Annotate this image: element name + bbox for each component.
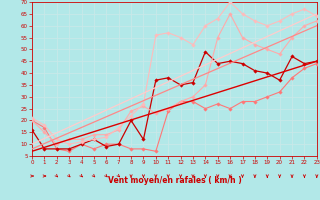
X-axis label: Vent moyen/en rafales ( km/h ): Vent moyen/en rafales ( km/h )	[108, 176, 241, 185]
